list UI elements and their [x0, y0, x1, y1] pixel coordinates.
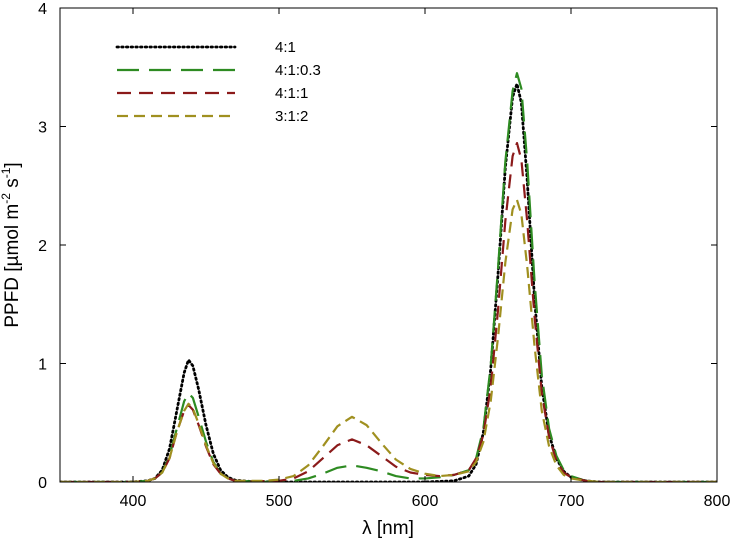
x-tick-label: 800 [704, 493, 731, 510]
series-line-3 [60, 141, 717, 482]
x-tick-label: 600 [412, 493, 439, 510]
series-line-1 [60, 82, 717, 482]
series-line-2 [60, 72, 717, 482]
x-tick-label: 700 [558, 493, 585, 510]
y-tick-label: 4 [38, 1, 47, 18]
x-tick-label: 400 [120, 493, 147, 510]
y-tick-label: 3 [38, 120, 47, 137]
legend-label-4: 3:1:2 [275, 108, 308, 125]
series-line-4 [60, 198, 717, 482]
y-tick-label: 0 [38, 475, 47, 492]
legend: 4:1 4:1:0.3 4:1:1 3:1:2 [115, 39, 321, 125]
y-axis-label: PPFD [µmol m-2 s-1] [0, 162, 23, 327]
y-tick-label: 1 [38, 357, 47, 374]
plot-frame [59, 7, 718, 483]
y-tick-label: 2 [38, 238, 47, 255]
legend-label-1: 4:1 [275, 39, 296, 56]
legend-label-3: 4:1:1 [275, 85, 308, 102]
x-tick-label: 500 [266, 493, 293, 510]
x-axis-label: λ [nm] [362, 518, 414, 539]
legend-label-2: 4:1:0.3 [275, 62, 321, 79]
